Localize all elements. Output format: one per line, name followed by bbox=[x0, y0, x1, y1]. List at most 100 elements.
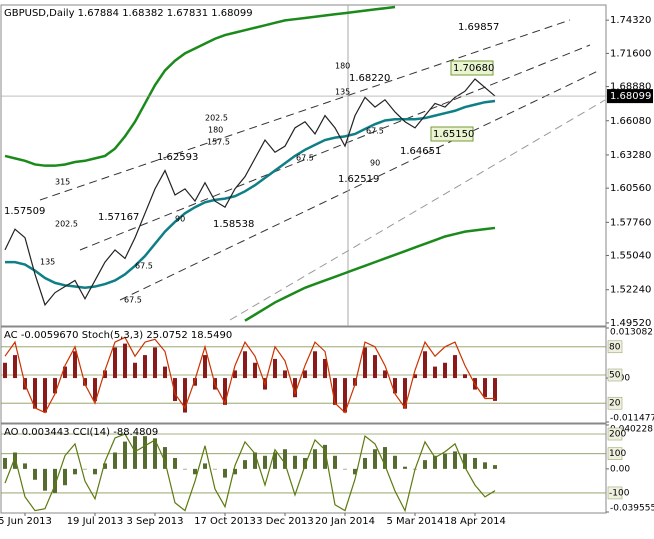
price-level-box bbox=[430, 126, 474, 142]
last-price-label: 1.68099 bbox=[610, 91, 651, 102]
indicator-line-group bbox=[4, 336, 496, 414]
histogram-bar bbox=[83, 468, 87, 470]
histogram-bar bbox=[233, 370, 237, 379]
indicator-line bbox=[4, 433, 496, 513]
histogram-bar bbox=[343, 378, 347, 413]
channel-line bbox=[229, 99, 606, 321]
channel-line bbox=[79, 44, 591, 251]
level-label-box bbox=[607, 486, 623, 500]
histogram-bar bbox=[443, 362, 447, 379]
price-line-group bbox=[4, 78, 496, 307]
channel-lines bbox=[39, 5, 606, 326]
histogram-bar bbox=[453, 355, 457, 379]
channel-line bbox=[39, 19, 571, 201]
x-tick-label: 18 Apr 2014 bbox=[444, 516, 506, 527]
histogram-bar bbox=[63, 468, 67, 486]
histogram-bar bbox=[323, 444, 327, 469]
histogram-bar bbox=[23, 463, 27, 469]
price-level-box bbox=[450, 60, 494, 76]
y2-tick-label: 0.00 bbox=[610, 464, 630, 474]
fib-label: 90 bbox=[175, 215, 185, 224]
price-annotation: 1.68220 bbox=[349, 73, 390, 84]
histogram-bar bbox=[163, 447, 167, 469]
histogram-bar bbox=[63, 366, 67, 379]
histogram-bar bbox=[283, 449, 287, 469]
histogram-bar bbox=[373, 355, 377, 379]
histogram-bar bbox=[263, 455, 267, 469]
level-label: -100 bbox=[609, 488, 630, 498]
channel-line bbox=[119, 69, 601, 301]
histogram-bar bbox=[243, 460, 247, 469]
price-line-group bbox=[5, 99, 496, 290]
last-price-box bbox=[607, 89, 653, 104]
x-tick-label: 3 Dec 2013 bbox=[256, 516, 314, 527]
histogram bbox=[3, 436, 497, 493]
fib-label: 180 bbox=[335, 62, 350, 71]
histogram-bar bbox=[273, 358, 277, 379]
price-line-group bbox=[4, 5, 396, 167]
histogram-bar bbox=[473, 457, 477, 469]
histogram-bar bbox=[383, 447, 387, 469]
histogram-bar bbox=[53, 378, 57, 394]
histogram-bar bbox=[3, 362, 7, 379]
indicator-line-group bbox=[4, 433, 496, 513]
histogram-bar bbox=[103, 370, 107, 379]
level-label-box bbox=[607, 396, 623, 410]
histogram-bar bbox=[313, 449, 317, 469]
histogram-bar bbox=[243, 351, 247, 379]
histogram-bar bbox=[163, 366, 167, 379]
x-tick-label: 5 Jun 2013 bbox=[0, 516, 52, 527]
x-tick-label: 3 Sep 2013 bbox=[126, 516, 183, 527]
y-tick-label: 1.52240 bbox=[610, 285, 651, 296]
histogram-bar bbox=[173, 378, 177, 402]
price-line bbox=[4, 5, 396, 167]
histogram-bar bbox=[203, 463, 207, 469]
histogram-bar bbox=[73, 468, 77, 475]
histogram-bar bbox=[293, 455, 297, 469]
fib-label: 135 bbox=[40, 258, 55, 267]
histogram-bar bbox=[333, 378, 337, 405]
histogram-bar bbox=[113, 452, 117, 469]
histogram-bar bbox=[323, 358, 327, 379]
price-panel bbox=[0, 4, 607, 327]
price-annotation: 1.64651 bbox=[400, 146, 441, 157]
level-label-box bbox=[607, 427, 623, 441]
histogram-bar bbox=[253, 362, 257, 379]
price-annotation: 1.69857 bbox=[458, 22, 499, 33]
fib-label: 67.5 bbox=[296, 154, 314, 163]
fib-label: 67.5 bbox=[124, 296, 142, 305]
level-label: 100 bbox=[609, 449, 626, 459]
histogram-bar bbox=[193, 378, 197, 386]
price-annotation: 1.58538 bbox=[213, 219, 254, 230]
x-tick-label: 17 Oct 2013 bbox=[194, 516, 256, 527]
y2-tick-label: -0.011477 bbox=[610, 414, 654, 424]
histogram-bar bbox=[173, 457, 177, 469]
histogram-bar bbox=[353, 468, 357, 475]
level-label-box bbox=[607, 368, 623, 382]
y2-tick-label: 0.040228 bbox=[610, 425, 653, 435]
histogram-bar bbox=[33, 378, 37, 409]
histogram-bar bbox=[483, 462, 487, 469]
panel-title: AC -0.0059670 Stoch(5,3,3) 25.0752 18.54… bbox=[4, 330, 232, 341]
histogram-bar bbox=[193, 468, 197, 475]
price-line-group bbox=[244, 226, 496, 322]
y-tick-label: 1.60560 bbox=[610, 183, 651, 194]
chart-title: GBPUSD,Daily 1.67884 1.68382 1.67831 1.6… bbox=[4, 8, 253, 19]
histogram-bar bbox=[383, 370, 387, 379]
histogram-bar bbox=[143, 355, 147, 379]
histogram-bar bbox=[483, 378, 487, 398]
histogram-bar bbox=[283, 370, 287, 379]
histogram-bar bbox=[13, 452, 17, 469]
fib-label: 67.5 bbox=[135, 262, 153, 271]
histogram-bar bbox=[433, 366, 437, 379]
y-tick-label: 1.55040 bbox=[610, 251, 651, 262]
histogram-bar bbox=[143, 436, 147, 469]
price-line bbox=[4, 78, 496, 307]
histogram-bar bbox=[183, 468, 187, 470]
histogram-bar bbox=[423, 351, 427, 379]
y-tick-label: 1.49520 bbox=[610, 318, 651, 329]
histogram-bar bbox=[363, 347, 367, 379]
histogram-bar bbox=[313, 351, 317, 379]
histogram-bar bbox=[183, 378, 187, 413]
